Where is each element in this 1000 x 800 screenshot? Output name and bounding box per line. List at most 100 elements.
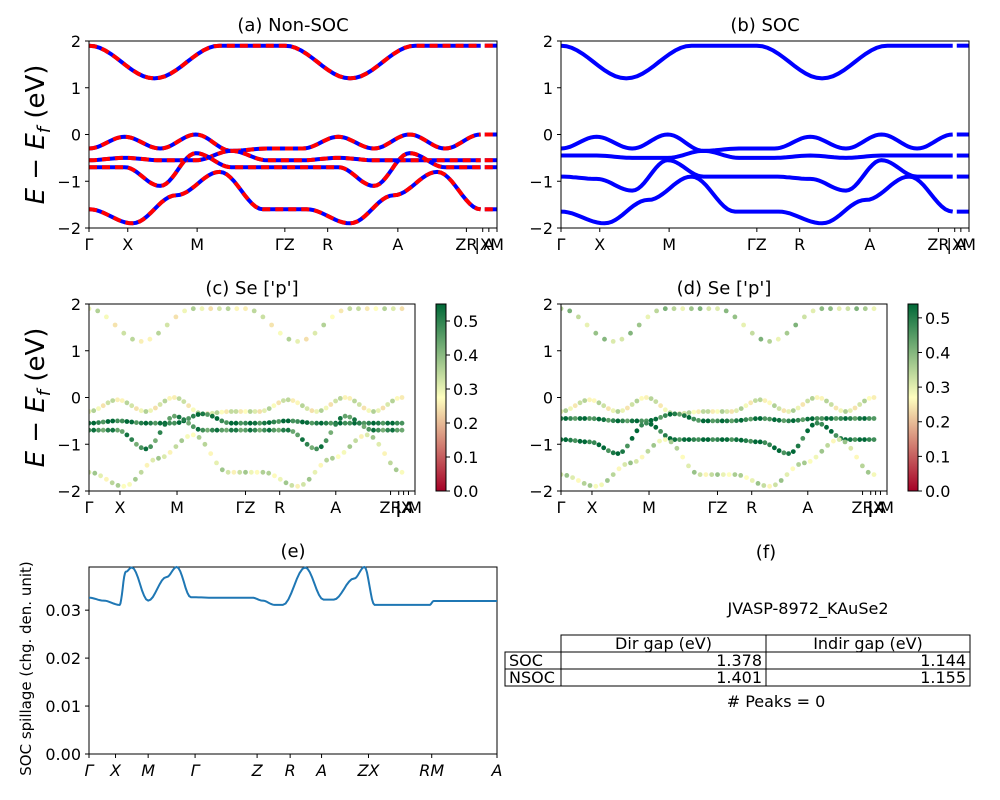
scatter-point <box>119 398 125 403</box>
scatter-point <box>109 480 115 486</box>
scatter-point <box>104 476 109 482</box>
x-tick-label-c: A <box>330 498 341 517</box>
scatter-point <box>668 439 674 445</box>
scatter-point <box>748 438 754 444</box>
scatter-point <box>809 422 815 428</box>
scatter-point <box>91 427 97 433</box>
scatter-point <box>680 454 686 460</box>
plot-frame-e <box>88 566 498 755</box>
scatter-point <box>252 409 258 414</box>
scatter-point <box>615 409 621 414</box>
scatter-point <box>610 418 616 424</box>
scatter-point <box>596 416 602 422</box>
scatter-point <box>729 437 735 442</box>
scatter-point <box>828 306 833 312</box>
scatter-point <box>761 483 767 488</box>
scatter-point <box>662 306 668 312</box>
scatter-point <box>767 416 772 422</box>
bands-group-a <box>89 43 497 226</box>
scatter-point <box>257 427 263 433</box>
scatter-point <box>323 405 329 411</box>
scatter-point <box>143 420 149 426</box>
scatter-point <box>138 469 144 475</box>
scatter-point <box>260 469 266 475</box>
scatter-point <box>333 398 338 404</box>
scatter-point <box>399 469 405 475</box>
scatter-point <box>228 427 234 433</box>
chart-title-c: (c) Se ['p'] <box>205 278 298 299</box>
scatter-point <box>587 397 592 403</box>
scatter-point <box>577 416 583 421</box>
scatter-point <box>599 482 604 488</box>
scatter-point <box>225 469 231 475</box>
scatter-point <box>390 420 395 426</box>
scatter-point <box>115 418 120 424</box>
table-header-cell: Dir gap (eV) <box>615 634 712 653</box>
scatter-point <box>648 421 654 427</box>
scatter-point <box>214 410 220 416</box>
scatter-point <box>639 418 644 424</box>
scatter-point <box>795 443 801 449</box>
scatter-point <box>833 405 839 411</box>
scatter-point <box>854 454 859 460</box>
scatter-point <box>390 398 395 404</box>
scatter-point <box>200 427 206 433</box>
x-tick-label-a: ΓZ <box>275 235 295 254</box>
scatter-point <box>347 306 353 312</box>
scatter-point <box>148 420 154 426</box>
scatter-point <box>390 306 396 312</box>
scatter-point <box>836 437 842 442</box>
x-tick-label-a: M <box>490 235 504 254</box>
scatter-point <box>300 437 305 442</box>
scatter-point <box>318 408 324 413</box>
scatter-point <box>561 437 564 442</box>
scatter-point <box>563 437 569 443</box>
x-tick-label-e: RM <box>419 761 444 780</box>
scatter-point <box>644 420 649 426</box>
scatter-point <box>819 416 825 421</box>
scatter-point <box>757 439 763 445</box>
scatter-point <box>790 466 796 472</box>
scatter-point <box>753 398 758 403</box>
scatter-point <box>277 330 283 336</box>
y-tick-label-b: 2 <box>543 32 553 51</box>
scatter-point <box>645 314 651 320</box>
scatter-point <box>790 449 796 454</box>
scatter-point <box>778 478 784 483</box>
scatter-point <box>854 306 859 312</box>
band-line-3 <box>561 174 954 226</box>
scatter-point <box>176 414 182 420</box>
scatter-point <box>828 402 834 407</box>
scatter-point <box>112 322 118 328</box>
scatter-point <box>393 467 399 473</box>
scatter-point <box>767 483 772 489</box>
scatter-point <box>793 322 799 328</box>
scatter-point <box>734 408 739 414</box>
scatter-point <box>596 400 602 406</box>
scatter-point <box>157 430 163 435</box>
scatter-point <box>786 451 791 456</box>
scatter-point <box>199 306 205 312</box>
chart-title-e: (e) <box>280 541 305 562</box>
scatter-point <box>156 455 161 461</box>
scatter-point <box>800 402 806 407</box>
scatter-point <box>807 459 813 464</box>
scatter-point <box>843 416 848 421</box>
table-header-cell: Indir gap (eV) <box>813 634 923 653</box>
scatter-point <box>677 437 682 442</box>
x-tick-label-b: X <box>594 235 605 254</box>
scatter-point <box>776 448 782 454</box>
scatter-point <box>100 419 106 425</box>
scatter-point <box>606 406 611 411</box>
scatter-point <box>394 396 400 401</box>
scatter-point <box>838 416 844 421</box>
scatter-point <box>677 411 682 417</box>
scatter-point <box>153 420 158 426</box>
scatter-point <box>790 408 796 413</box>
scatter-point <box>366 426 372 432</box>
scatter-point <box>601 417 607 423</box>
x-tick-label-e: M <box>141 761 155 780</box>
scatter-point <box>738 473 744 478</box>
scatter-point <box>843 409 848 414</box>
scatter-point <box>342 420 348 426</box>
